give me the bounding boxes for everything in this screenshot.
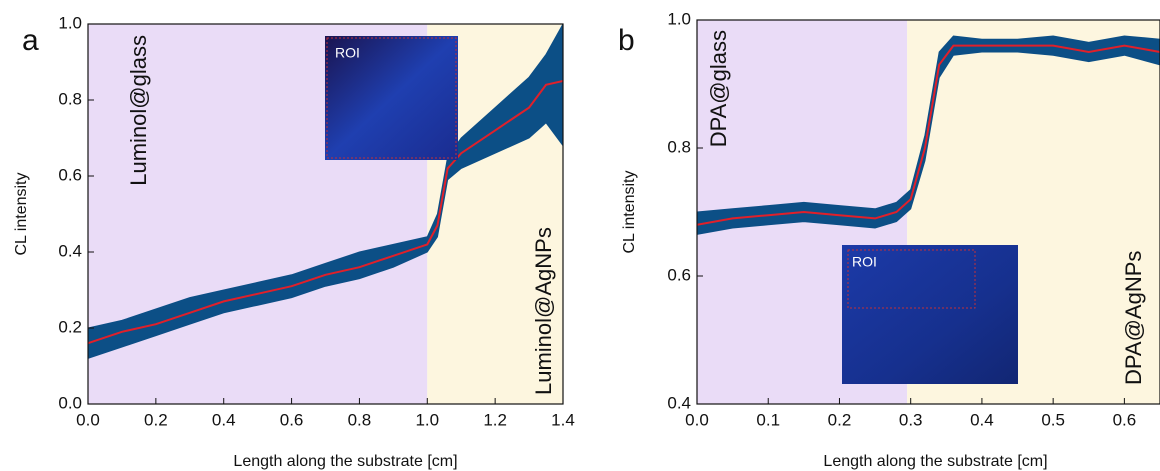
x-tick-label: 1.0 xyxy=(415,410,439,429)
x-tick-label: 0.2 xyxy=(828,410,852,429)
y-tick-label: 0.8 xyxy=(58,89,82,108)
roi-box xyxy=(847,249,976,309)
y-tick-label: 0.4 xyxy=(58,241,82,260)
x-tick-label: 0.0 xyxy=(76,410,100,429)
x-tick-label: 0.2 xyxy=(144,410,168,429)
x-tick-label: 1.2 xyxy=(483,410,507,429)
panel-label: a xyxy=(22,24,39,57)
x-tick-label: 0.6 xyxy=(280,410,304,429)
x-tick-label: 0.1 xyxy=(756,410,780,429)
y-tick-label: 0.4 xyxy=(667,393,691,412)
y-tick-label: 1.0 xyxy=(667,9,691,28)
inset-image xyxy=(325,36,458,160)
inset-image xyxy=(842,245,1018,384)
x-tick-label: 0.0 xyxy=(685,410,709,429)
x-tick-label: 0.4 xyxy=(212,410,236,429)
y-axis-label: CL intensity xyxy=(621,171,638,254)
y-tick-label: 0.8 xyxy=(667,137,691,156)
x-tick-label: 0.4 xyxy=(970,410,994,429)
error-band xyxy=(697,35,1160,235)
x-axis-label: Length along the substrate [cm] xyxy=(233,453,457,470)
y-tick-label: 0.2 xyxy=(58,317,82,336)
roi-box xyxy=(326,37,457,159)
x-tick-label: 0.5 xyxy=(1041,410,1065,429)
plot-frame xyxy=(87,23,564,405)
region-label: Luminol@AgNPs xyxy=(531,227,556,395)
inset-label: ROI xyxy=(335,45,360,61)
error-band xyxy=(88,24,563,359)
x-tick-label: 0.3 xyxy=(899,410,923,429)
region-label: Luminol@glass xyxy=(126,35,151,186)
mean-line xyxy=(88,80,563,345)
y-axis-label: CL intensity xyxy=(13,173,30,256)
inset-label: ROI xyxy=(852,254,877,270)
y-tick-label: 0.0 xyxy=(58,393,82,412)
region-label: DPA@glass xyxy=(706,30,731,147)
x-axis-label: Length along the substrate [cm] xyxy=(823,453,1047,470)
x-tick-label: 1.4 xyxy=(551,410,575,429)
region-label: DPA@AgNPs xyxy=(1121,251,1146,385)
y-tick-label: 0.6 xyxy=(667,265,691,284)
x-tick-label: 0.6 xyxy=(1113,410,1137,429)
mean-line xyxy=(697,44,1160,226)
panel-label: b xyxy=(618,24,635,57)
y-tick-label: 0.6 xyxy=(58,165,82,184)
y-tick-label: 1.0 xyxy=(58,13,82,32)
plot-frame xyxy=(696,19,1160,405)
x-tick-label: 0.8 xyxy=(348,410,372,429)
